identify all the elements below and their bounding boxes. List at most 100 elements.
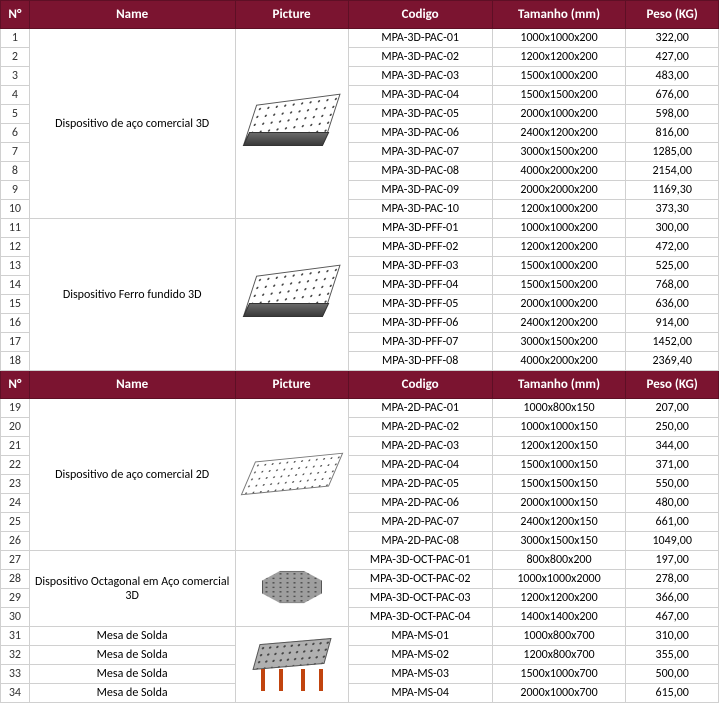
cell-codigo: MPA-3D-PAC-05 — [348, 105, 492, 124]
header-tamanho: Tamanho (mm) — [492, 371, 626, 399]
cell-num: 20 — [1, 418, 30, 437]
cell-peso: 914,00 — [626, 314, 719, 333]
cell-num: 23 — [1, 475, 30, 494]
cell-num: 34 — [1, 684, 30, 703]
cell-name: Dispositivo de aço comercial 3D — [29, 29, 235, 219]
table-header-2: N° Name Picture Codigo Tamanho (mm) Peso… — [1, 371, 719, 399]
cell-tamanho: 1200x1200x200 — [492, 48, 626, 67]
cell-peso: 2369,40 — [626, 352, 719, 371]
cell-codigo: MPA-3D-PFF-08 — [348, 352, 492, 371]
cell-peso: 480,00 — [626, 494, 719, 513]
cell-codigo: MPA-2D-PAC-08 — [348, 532, 492, 551]
cell-peso: 768,00 — [626, 276, 719, 295]
table-header-1: N° Name Picture Codigo Tamanho (mm) Peso… — [1, 1, 719, 29]
cell-tamanho: 1000x1000x150 — [492, 418, 626, 437]
cell-peso: 427,00 — [626, 48, 719, 67]
header-num: N° — [1, 371, 30, 399]
table-row: 33Mesa de SoldaMPA-MS-031500x1000x700500… — [1, 665, 719, 684]
weld-table-icon — [247, 635, 337, 695]
table-row: 1Dispositivo de aço comercial 3DMPA-3D-P… — [1, 29, 719, 48]
cell-codigo: MPA-3D-OCT-PAC-03 — [348, 589, 492, 608]
table-row: 19Dispositivo de aço comercial 2DMPA-2D-… — [1, 399, 719, 418]
cell-peso: 598,00 — [626, 105, 719, 124]
cell-peso: 1285,00 — [626, 143, 719, 162]
cell-peso: 467,00 — [626, 608, 719, 627]
cell-num: 8 — [1, 162, 30, 181]
header-name: Name — [29, 371, 235, 399]
header-codigo: Codigo — [348, 371, 492, 399]
cell-codigo: MPA-3D-PAC-10 — [348, 200, 492, 219]
cell-codigo: MPA-2D-PAC-06 — [348, 494, 492, 513]
cell-num: 6 — [1, 124, 30, 143]
cell-tamanho: 2000x1000x150 — [492, 494, 626, 513]
cell-num: 17 — [1, 333, 30, 352]
cell-tamanho: 1500x1000x200 — [492, 67, 626, 86]
cell-peso: 366,00 — [626, 589, 719, 608]
cell-codigo: MPA-2D-PAC-01 — [348, 399, 492, 418]
cell-codigo: MPA-MS-02 — [348, 646, 492, 665]
cell-name: Mesa de Solda — [29, 665, 235, 684]
cell-codigo: MPA-3D-PFF-02 — [348, 238, 492, 257]
cell-tamanho: 1200x1200x150 — [492, 437, 626, 456]
cell-tamanho: 2000x1000x700 — [492, 684, 626, 703]
cell-name: Mesa de Solda — [29, 684, 235, 703]
cell-peso: 344,00 — [626, 437, 719, 456]
header-peso: Peso (KG) — [626, 371, 719, 399]
cell-num: 12 — [1, 238, 30, 257]
cell-num: 21 — [1, 437, 30, 456]
fixture-2d-icon — [242, 447, 342, 502]
cell-codigo: MPA-3D-OCT-PAC-04 — [348, 608, 492, 627]
table-body-2: 19Dispositivo de aço comercial 2DMPA-2D-… — [1, 399, 719, 703]
cell-num: 19 — [1, 399, 30, 418]
cell-codigo: MPA-3D-PAC-01 — [348, 29, 492, 48]
cell-codigo: MPA-MS-04 — [348, 684, 492, 703]
cell-tamanho: 4000x2000x200 — [492, 352, 626, 371]
cell-tamanho: 800x800x200 — [492, 551, 626, 570]
cell-tamanho: 2000x1000x200 — [492, 295, 626, 314]
cell-codigo: MPA-3D-PAC-06 — [348, 124, 492, 143]
cell-peso: 373,30 — [626, 200, 719, 219]
cell-tamanho: 3000x1500x200 — [492, 333, 626, 352]
cell-tamanho: 3000x1500x200 — [492, 143, 626, 162]
fixture-3d-icon — [242, 265, 342, 325]
cell-tamanho: 4000x2000x200 — [492, 162, 626, 181]
cell-tamanho: 1000x1000x2000 — [492, 570, 626, 589]
header-picture: Picture — [235, 371, 348, 399]
cell-picture — [235, 399, 348, 551]
cell-codigo: MPA-2D-PAC-07 — [348, 513, 492, 532]
cell-num: 33 — [1, 665, 30, 684]
cell-num: 31 — [1, 627, 30, 646]
table-body-1: 1Dispositivo de aço comercial 3DMPA-3D-P… — [1, 29, 719, 371]
cell-codigo: MPA-3D-PAC-03 — [348, 67, 492, 86]
cell-codigo: MPA-3D-PFF-03 — [348, 257, 492, 276]
cell-codigo: MPA-3D-PAC-02 — [348, 48, 492, 67]
cell-codigo: MPA-3D-PFF-07 — [348, 333, 492, 352]
cell-tamanho: 1000x800x700 — [492, 627, 626, 646]
cell-codigo: MPA-2D-PAC-05 — [348, 475, 492, 494]
cell-num: 32 — [1, 646, 30, 665]
cell-tamanho: 1500x1000x200 — [492, 257, 626, 276]
cell-peso: 2154,00 — [626, 162, 719, 181]
cell-codigo: MPA-3D-PAC-04 — [348, 86, 492, 105]
cell-tamanho: 2400x1200x150 — [492, 513, 626, 532]
cell-peso: 500,00 — [626, 665, 719, 684]
fixture-oct-icon — [252, 554, 332, 624]
cell-tamanho: 1400x1400x200 — [492, 608, 626, 627]
cell-codigo: MPA-3D-PFF-05 — [348, 295, 492, 314]
cell-num: 27 — [1, 551, 30, 570]
cell-num: 9 — [1, 181, 30, 200]
cell-peso: 1049,00 — [626, 532, 719, 551]
cell-tamanho: 2000x2000x200 — [492, 181, 626, 200]
cell-picture — [235, 627, 348, 703]
cell-peso: 1452,00 — [626, 333, 719, 352]
cell-codigo: MPA-3D-PAC-08 — [348, 162, 492, 181]
cell-codigo: MPA-2D-PAC-04 — [348, 456, 492, 475]
header-tamanho: Tamanho (mm) — [492, 1, 626, 29]
cell-codigo: MPA-3D-OCT-PAC-01 — [348, 551, 492, 570]
cell-num: 16 — [1, 314, 30, 333]
cell-codigo: MPA-3D-PFF-06 — [348, 314, 492, 333]
cell-tamanho: 1500x1000x150 — [492, 456, 626, 475]
cell-num: 15 — [1, 295, 30, 314]
cell-num: 11 — [1, 219, 30, 238]
cell-num: 10 — [1, 200, 30, 219]
